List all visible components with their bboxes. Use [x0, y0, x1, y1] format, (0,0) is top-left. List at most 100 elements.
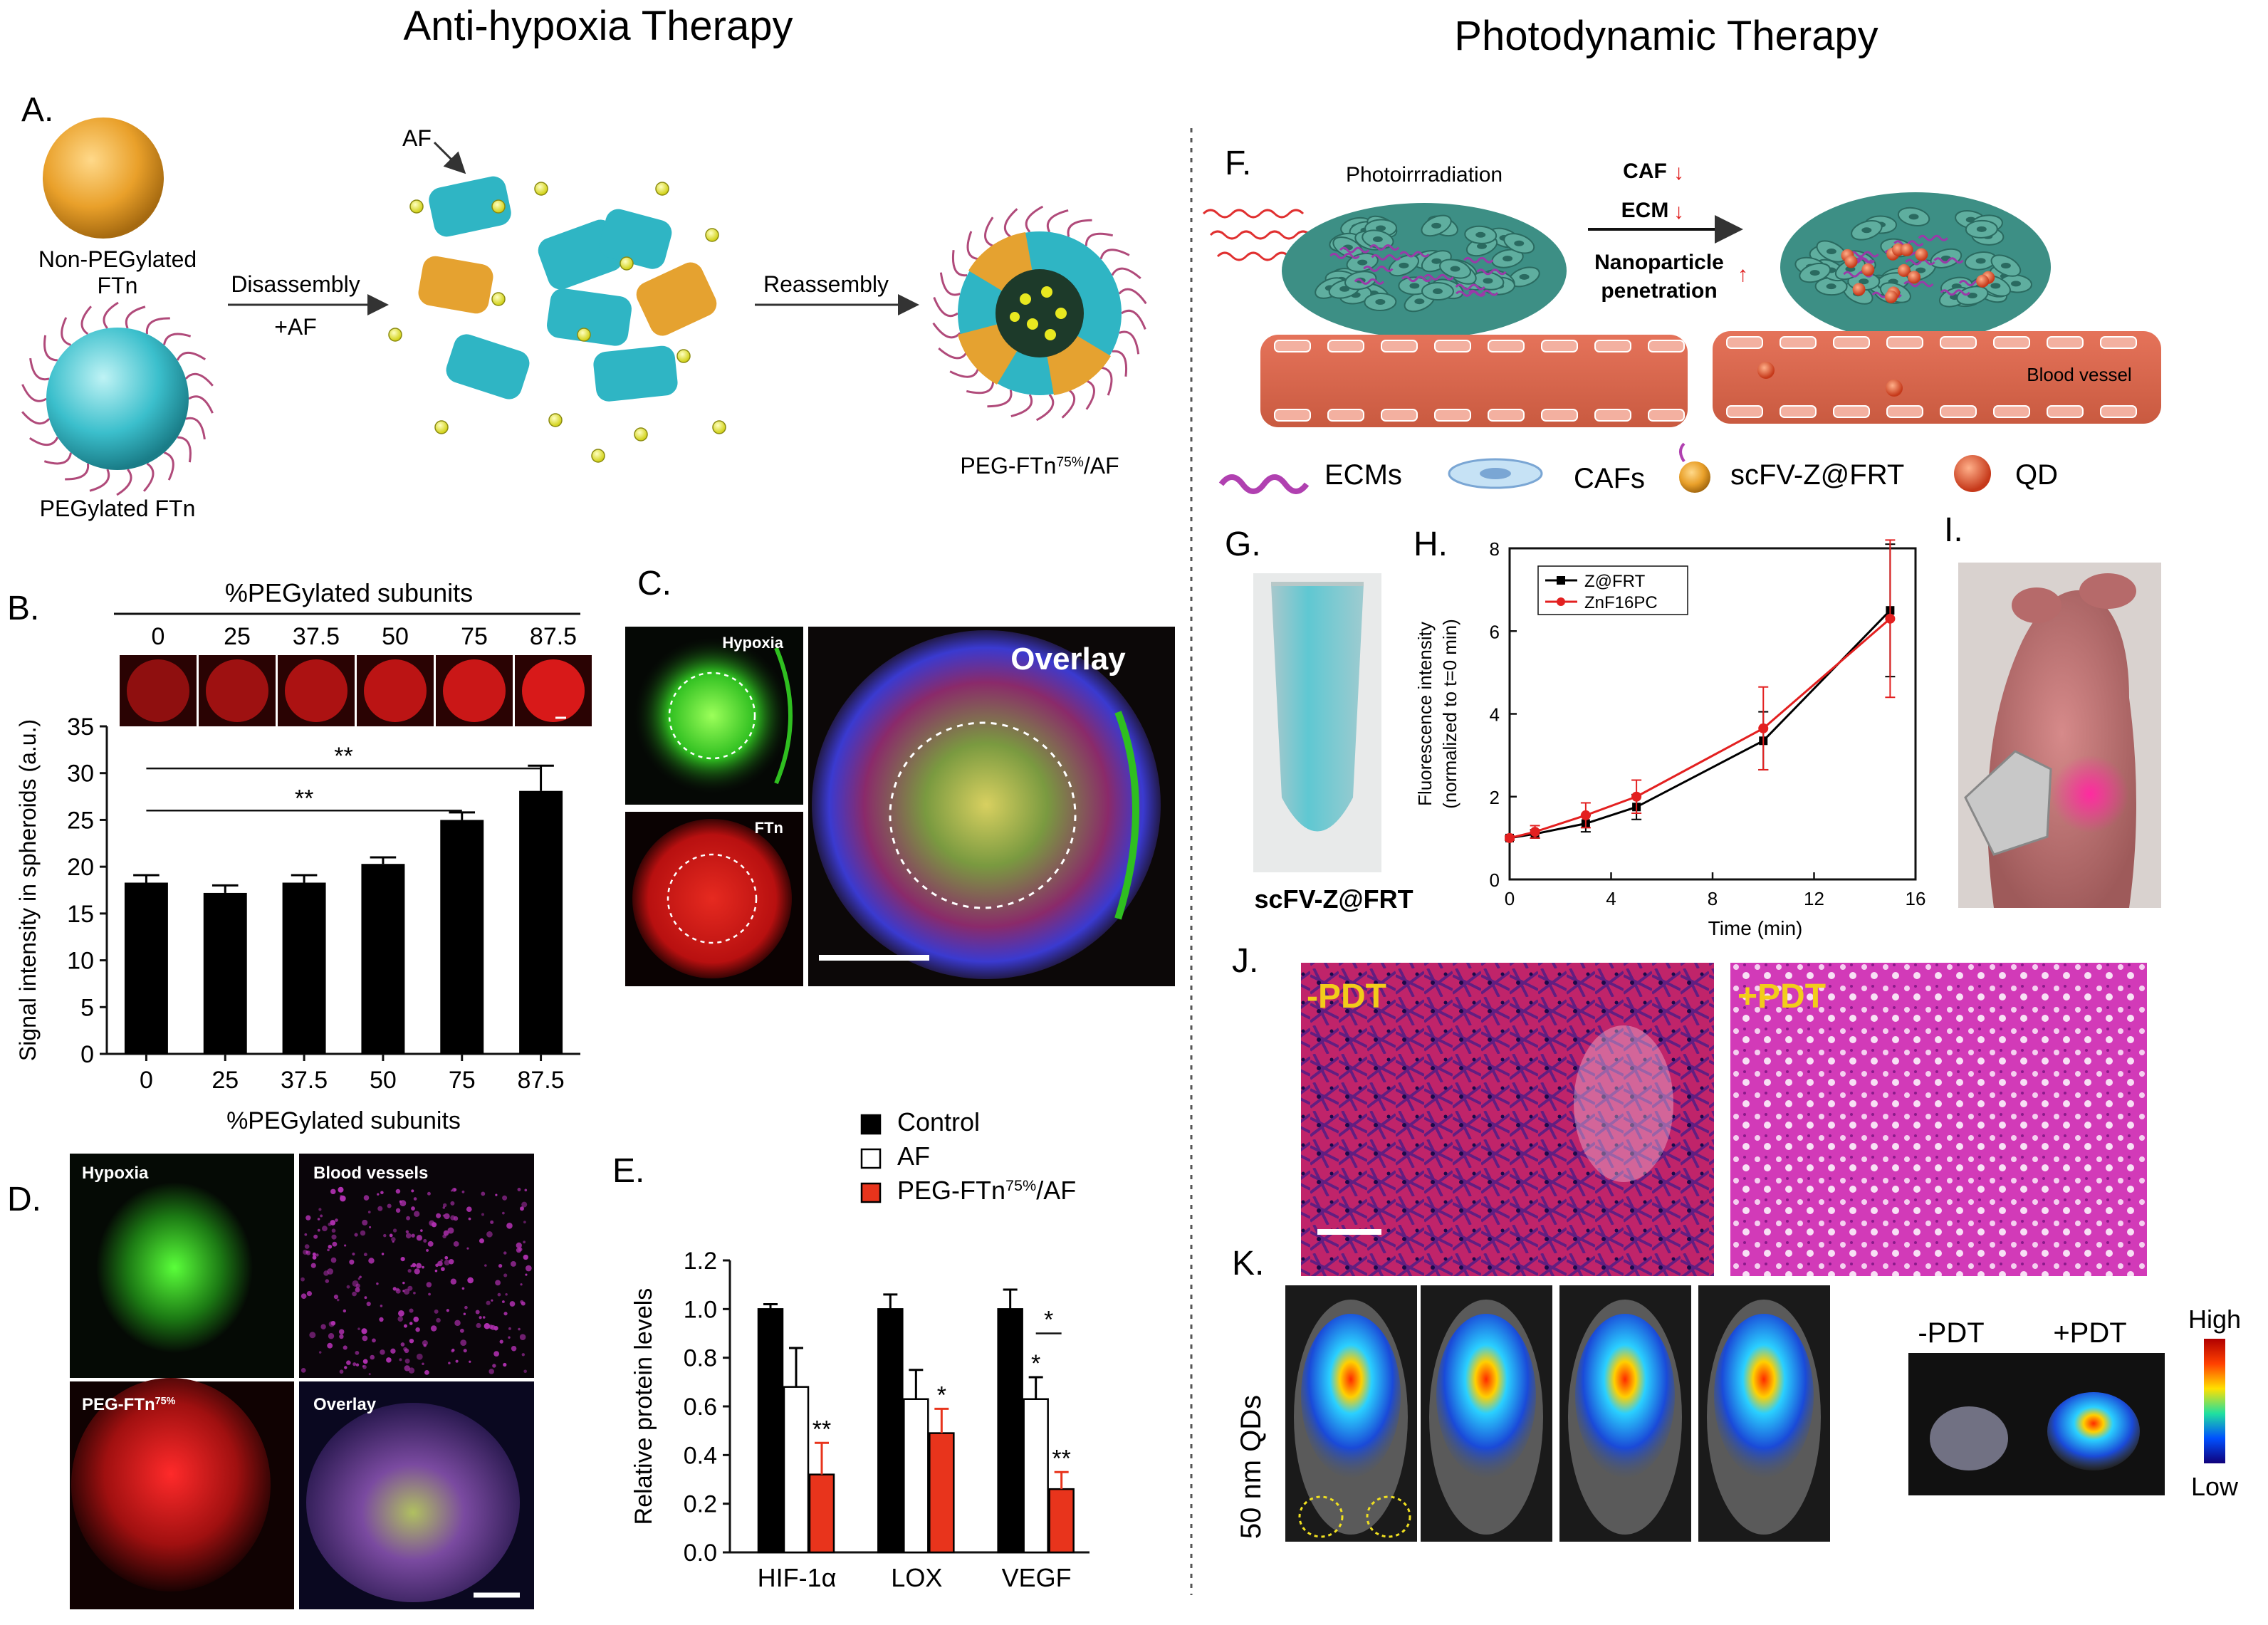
f-photo-label: Photoirrradiation: [1346, 163, 1503, 187]
b-x-tick-label: 87.5: [517, 1067, 564, 1094]
b-y-tick-label: 5: [80, 994, 94, 1021]
spheroid-label: 25: [224, 623, 251, 650]
d-label-overlay: Overlay: [313, 1395, 377, 1414]
f-vessel-right: [1713, 331, 2161, 424]
f-legend: ECMs CAFs scFV-Z@FRT QD: [1218, 442, 2058, 494]
h-series-line: [1509, 617, 1891, 840]
non-pegylated-ftn-sphere: [43, 117, 164, 239]
b-y-tick-label: 15: [67, 901, 94, 928]
g-caption: scFV-Z@FRT: [1254, 884, 1413, 914]
k-label-minus-pdt: -PDT: [1918, 1317, 1984, 1349]
spheroid-disk: [522, 659, 585, 722]
e-legend-label: AF: [897, 1141, 930, 1171]
e-bar: [929, 1432, 955, 1554]
f-caf-label: CAF: [1623, 160, 1667, 183]
f-ecm-label: ECM: [1621, 199, 1669, 222]
panel-e-letter: E.: [612, 1152, 644, 1190]
c-ftn-label: FTn: [755, 819, 783, 837]
f-tumor-left: [1282, 203, 1567, 338]
f-caf-arrow: ↓: [1673, 161, 1684, 184]
product-label: PEG-FTn75%/AF: [960, 453, 1119, 479]
e-y-tick-label: 0.6: [684, 1394, 717, 1421]
e-y-tick-label: 1.2: [684, 1248, 717, 1275]
b-bar: [282, 882, 326, 1054]
panel-h-letter: H.: [1413, 526, 1448, 563]
e-legend-label: PEG-FTn75%/AF: [897, 1176, 1076, 1205]
legend-qd: QD: [2015, 459, 2058, 491]
f-tumor-right: [1780, 192, 2051, 342]
e-bar: [757, 1308, 784, 1554]
h-point: [1885, 613, 1896, 624]
chart-e: 0.0 0.2 0.4 0.6 0.8 1.0 1.2 Relative protein le…: [630, 1107, 1089, 1592]
d-label-hypoxia: Hypoxia: [82, 1164, 149, 1183]
spheroid-label: 87.5: [530, 623, 577, 650]
c-hypoxia-image: Hypoxia: [625, 627, 803, 805]
b-y-tick-label: 20: [67, 854, 94, 881]
b-y-tick-label: 30: [67, 761, 94, 788]
d-label-peg-ftn: PEG-FTn75%: [82, 1395, 176, 1414]
h-point: [1530, 827, 1540, 837]
b-bar: [361, 864, 405, 1054]
h-x-tick-label: 0: [1505, 888, 1515, 909]
e-y-tick-label: 0.8: [684, 1345, 717, 1372]
h-legend-marker: [1557, 576, 1565, 585]
panel-i-letter: I.: [1944, 511, 1963, 549]
e-sig-star: *: [937, 1381, 946, 1409]
h-x-tick-label: 4: [1606, 888, 1616, 909]
f-np-label-2: penetration: [1601, 279, 1717, 303]
b-bar: [440, 820, 484, 1054]
b-x-tick-label: 75: [449, 1067, 476, 1094]
h-point: [1631, 791, 1642, 802]
spheroid-disk: [206, 659, 268, 722]
k-mouse-images: [1285, 1285, 1830, 1542]
b-sig-star: **: [334, 743, 352, 770]
h-legend-box: [1537, 565, 1688, 615]
e-sig-star: **: [812, 1416, 831, 1443]
b-x-tick-label: 50: [370, 1067, 397, 1094]
c-overlay-image: Overlay: [808, 627, 1175, 986]
label-part: PEG-FTn: [82, 1395, 155, 1414]
legend-scfv: scFV-Z@FRT: [1730, 459, 1904, 491]
spheroid-label: 75: [461, 623, 488, 650]
qd-icon: [1954, 455, 1991, 492]
e-y-tick-label: 0.4: [684, 1442, 717, 1469]
g-tube-photo: [1253, 573, 1381, 872]
label-sup: 75%: [155, 1396, 176, 1407]
e-y-tick-label: 0.0: [684, 1540, 717, 1567]
e-y-axis-label: Relative protein levels: [630, 1288, 657, 1525]
h-y-axis-label-2: (normalized to t=0 min): [1439, 619, 1460, 809]
b-x-tick-label: 37.5: [281, 1067, 328, 1094]
pegylated-ftn-sphere: [21, 301, 214, 496]
label-sup: 75%: [1005, 1176, 1036, 1194]
h-point: [1580, 810, 1591, 820]
h-x-axis-label: Time (min): [1708, 917, 1803, 939]
b-y-tick-label: 10: [67, 948, 94, 975]
d-peg-ftn-image: PEG-FTn75%: [70, 1378, 294, 1609]
panel-k-letter: K.: [1232, 1245, 1264, 1282]
f-np-arrow: ↑: [1737, 263, 1748, 286]
k-mouse-frame: [1285, 1285, 1417, 1542]
scfv-icon: [1679, 461, 1710, 493]
b-y-tick-label: 0: [80, 1041, 94, 1068]
pegylated-label: PEGylated FTn: [40, 496, 196, 521]
k-label-plus-pdt: +PDT: [2053, 1317, 2126, 1349]
c-hypoxia-label: Hypoxia: [722, 634, 783, 652]
c-overlay-label: Overlay: [1010, 642, 1126, 676]
h-y-axis-label-1: Fluorescence intensity: [1414, 622, 1436, 806]
legend-ecms: ECMs: [1324, 459, 1402, 491]
disassembly-label: Disassembly: [231, 271, 360, 297]
spheroid-label: 50: [382, 623, 409, 650]
b-x-tick-label: 25: [211, 1067, 239, 1094]
ecm-icon: [1218, 474, 1310, 494]
k-mouse-frame: [1421, 1285, 1552, 1542]
chart-b: 0 5 10 15 20 25 30 35 0 25 37.5 50 75 87.5 %PEGylated …: [15, 714, 580, 1134]
spheroid-label: 0: [152, 623, 165, 650]
h-point: [1505, 832, 1515, 843]
h-x-tick-label: 16: [1906, 888, 1926, 909]
e-legend-label: Control: [897, 1107, 980, 1137]
label-part: PEG-FTn: [897, 1176, 1005, 1205]
b-x-tick-label: 0: [140, 1067, 153, 1094]
spheroid-disk: [364, 659, 427, 722]
d-overlay-image: Overlay: [299, 1381, 534, 1609]
